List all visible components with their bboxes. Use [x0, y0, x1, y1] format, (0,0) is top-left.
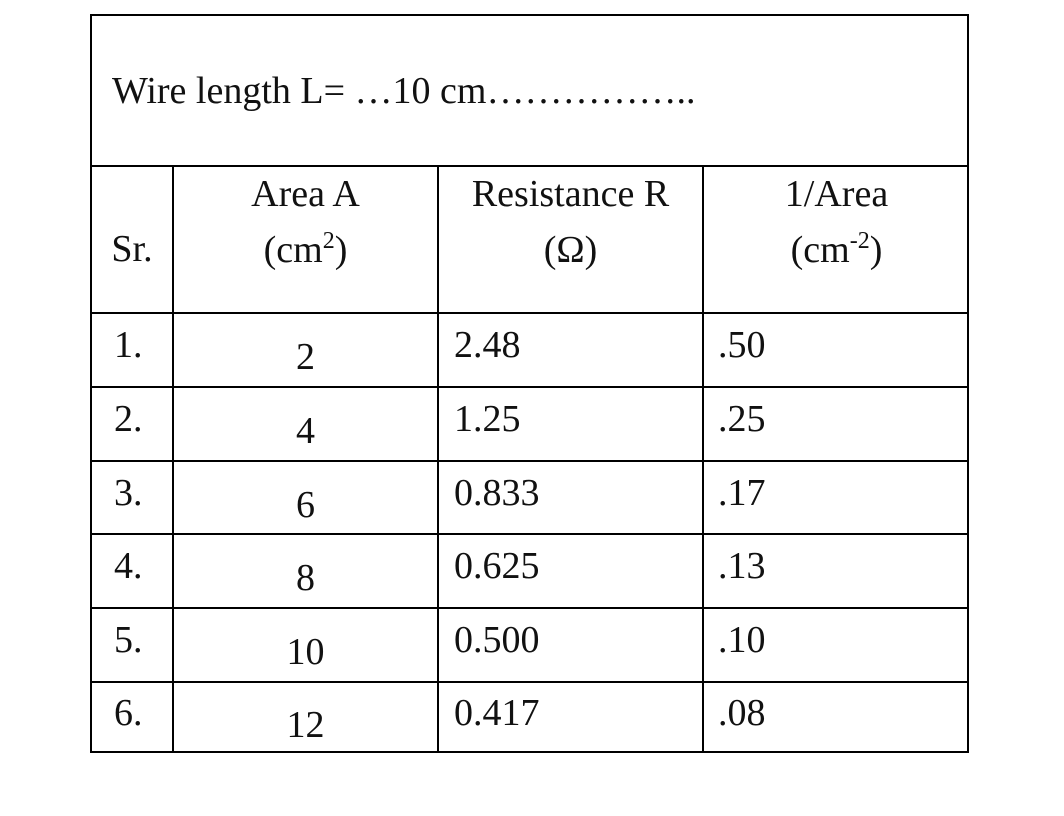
row-divider [92, 681, 967, 683]
cell-area: 6 [296, 484, 315, 526]
header-inverse-area-label: 1/Area [784, 173, 889, 215]
cell-resistance: 0.500 [454, 619, 540, 661]
header-divider [92, 312, 967, 314]
title-divider [92, 165, 967, 167]
header-sr: Sr. [111, 228, 153, 270]
row-divider [92, 386, 967, 388]
cell-inverse-area: .10 [718, 619, 766, 661]
header-resistance-unit: (Ω) [543, 229, 598, 271]
column-divider [437, 165, 439, 751]
data-table: Wire length L= …10 cm…………….. Sr. Area A … [90, 14, 969, 753]
header-area-unit: (cm2) [263, 228, 348, 271]
cell-sr: 5. [114, 619, 143, 661]
row-divider [92, 607, 967, 609]
row-divider [92, 460, 967, 462]
row-divider [92, 533, 967, 535]
header-resistance-label: Resistance R [471, 173, 670, 215]
cell-area: 4 [296, 410, 315, 452]
cell-sr: 2. [114, 398, 143, 440]
cell-inverse-area: .17 [718, 472, 766, 514]
header-area-label: Area A [251, 173, 360, 215]
cell-sr: 1. [114, 324, 143, 366]
header-area: Area A (cm2) [174, 166, 437, 278]
header-inverse-area: 1/Area (cm-2) [704, 166, 969, 278]
cell-sr: 3. [114, 472, 143, 514]
cell-inverse-area: .25 [718, 398, 766, 440]
cell-inverse-area: .50 [718, 324, 766, 366]
cell-resistance: 0.417 [454, 692, 540, 734]
cell-resistance: 0.833 [454, 472, 540, 514]
column-divider [172, 165, 174, 751]
cell-resistance: 2.48 [454, 324, 521, 366]
header-resistance: Resistance R (Ω) [439, 166, 702, 278]
wire-length-title: Wire length L= …10 cm…………….. [112, 70, 696, 112]
cell-area: 10 [286, 631, 325, 673]
cell-area: 2 [296, 336, 315, 378]
cell-inverse-area: .13 [718, 545, 766, 587]
cell-sr: 4. [114, 545, 143, 587]
cell-resistance: 1.25 [454, 398, 521, 440]
header-inverse-area-unit: (cm-2) [790, 228, 883, 271]
cell-area: 8 [296, 557, 315, 599]
cell-area: 12 [286, 704, 325, 746]
cell-sr: 6. [114, 692, 143, 734]
cell-resistance: 0.625 [454, 545, 540, 587]
column-divider [702, 165, 704, 751]
cell-inverse-area: .08 [718, 692, 766, 734]
